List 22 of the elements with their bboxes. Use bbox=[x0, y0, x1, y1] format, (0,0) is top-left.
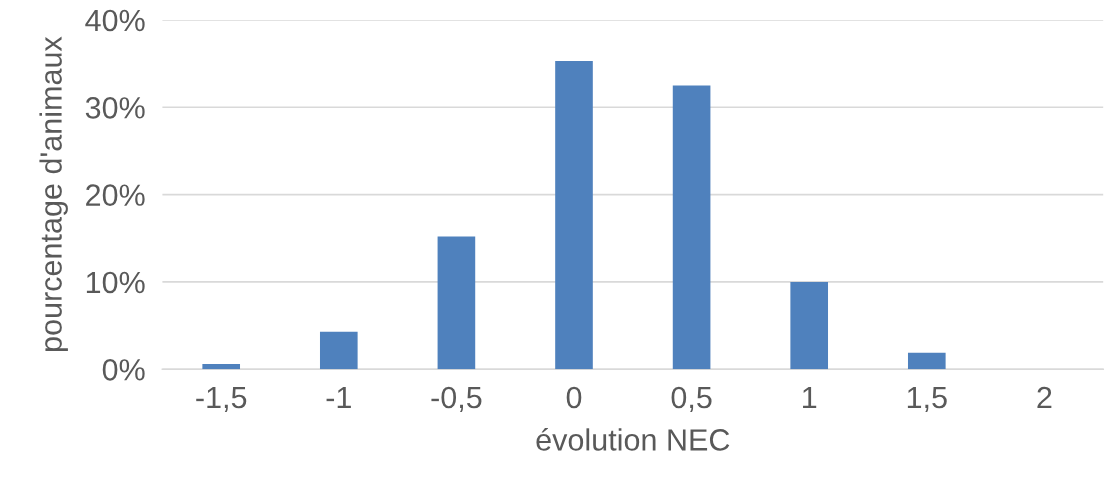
y-tick-label: 40% bbox=[85, 9, 145, 32]
bar bbox=[555, 61, 593, 370]
x-tick-label: -0,5 bbox=[431, 386, 482, 412]
y-tick-label: 30% bbox=[85, 97, 145, 119]
x-axis-title: évolution NEC bbox=[536, 427, 730, 451]
bar bbox=[437, 236, 476, 370]
x-tick-label: 2 bbox=[1037, 386, 1052, 409]
bar bbox=[319, 331, 358, 370]
x-tick-label: -1 bbox=[326, 387, 351, 409]
bar bbox=[202, 364, 241, 370]
bar bbox=[907, 352, 946, 370]
y-tick-label: 20% bbox=[86, 184, 145, 206]
y-tick-label: 0% bbox=[102, 359, 145, 381]
bar bbox=[790, 281, 829, 370]
x-tick-label: 1,5 bbox=[907, 387, 947, 412]
x-tick-label: 0,5 bbox=[671, 386, 712, 412]
y-tick-label: 10% bbox=[86, 271, 145, 294]
x-tick-label: -1,5 bbox=[196, 387, 247, 412]
bar bbox=[672, 85, 711, 370]
x-tick-label: 1 bbox=[803, 387, 817, 409]
y-axis-title: pourcentage d'animaux bbox=[39, 36, 68, 351]
x-tick-label: 0 bbox=[566, 386, 582, 409]
